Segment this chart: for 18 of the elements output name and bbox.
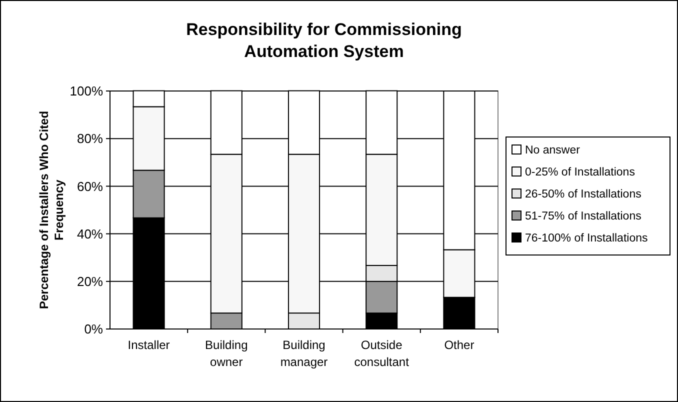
legend-label: No answer (525, 144, 580, 157)
x-tick-label: Installer (128, 338, 170, 352)
y-tick-label: 0% (84, 322, 104, 337)
x-tick-label: Outside consultant (354, 338, 410, 369)
x-tick-label: Other (444, 338, 474, 352)
y-tick-label: 60% (76, 178, 104, 194)
x-tick-label: Building owner (205, 338, 248, 369)
y-axis-title: Percentage of Installers Who Cited Frequency (37, 110, 66, 310)
y-tick-label: 20% (76, 274, 104, 289)
x-tick-label: Building manager (280, 338, 328, 369)
chart-title: Responsibility for Commissioning Automation System (186, 20, 462, 61)
y-tick-label: 80% (76, 131, 104, 146)
legend-label: 76-100% of Installations (525, 232, 648, 245)
y-tick-label: 100% (70, 84, 104, 99)
legend-label: 51-75% of Installations (525, 210, 642, 223)
legend-label: 26-50% of Installations (525, 188, 642, 201)
legend-label: 0-25% of Installations (525, 166, 636, 179)
y-tick-label: 40% (76, 226, 104, 242)
